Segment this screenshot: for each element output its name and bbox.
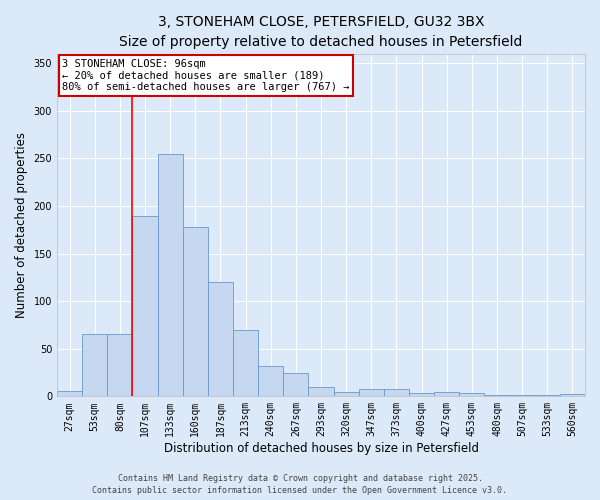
Bar bbox=[283, 372, 308, 396]
Title: 3, STONEHAM CLOSE, PETERSFIELD, GU32 3BX
Size of property relative to detached h: 3, STONEHAM CLOSE, PETERSFIELD, GU32 3BX… bbox=[119, 15, 523, 48]
Bar bbox=[82, 334, 107, 396]
Bar bbox=[133, 216, 158, 396]
Bar bbox=[57, 390, 82, 396]
Bar bbox=[183, 227, 208, 396]
Bar bbox=[308, 387, 334, 396]
Bar bbox=[258, 366, 283, 396]
Text: Contains HM Land Registry data © Crown copyright and database right 2025.
Contai: Contains HM Land Registry data © Crown c… bbox=[92, 474, 508, 495]
Bar bbox=[434, 392, 459, 396]
Bar bbox=[459, 394, 484, 396]
Bar bbox=[107, 334, 133, 396]
Bar bbox=[208, 282, 233, 397]
Text: 3 STONEHAM CLOSE: 96sqm
← 20% of detached houses are smaller (189)
80% of semi-d: 3 STONEHAM CLOSE: 96sqm ← 20% of detache… bbox=[62, 59, 350, 92]
Y-axis label: Number of detached properties: Number of detached properties bbox=[15, 132, 28, 318]
X-axis label: Distribution of detached houses by size in Petersfield: Distribution of detached houses by size … bbox=[164, 442, 479, 455]
Bar bbox=[233, 330, 258, 396]
Bar bbox=[334, 392, 359, 396]
Bar bbox=[384, 388, 409, 396]
Bar bbox=[359, 388, 384, 396]
Bar bbox=[560, 394, 585, 396]
Bar bbox=[158, 154, 183, 396]
Bar bbox=[409, 392, 434, 396]
